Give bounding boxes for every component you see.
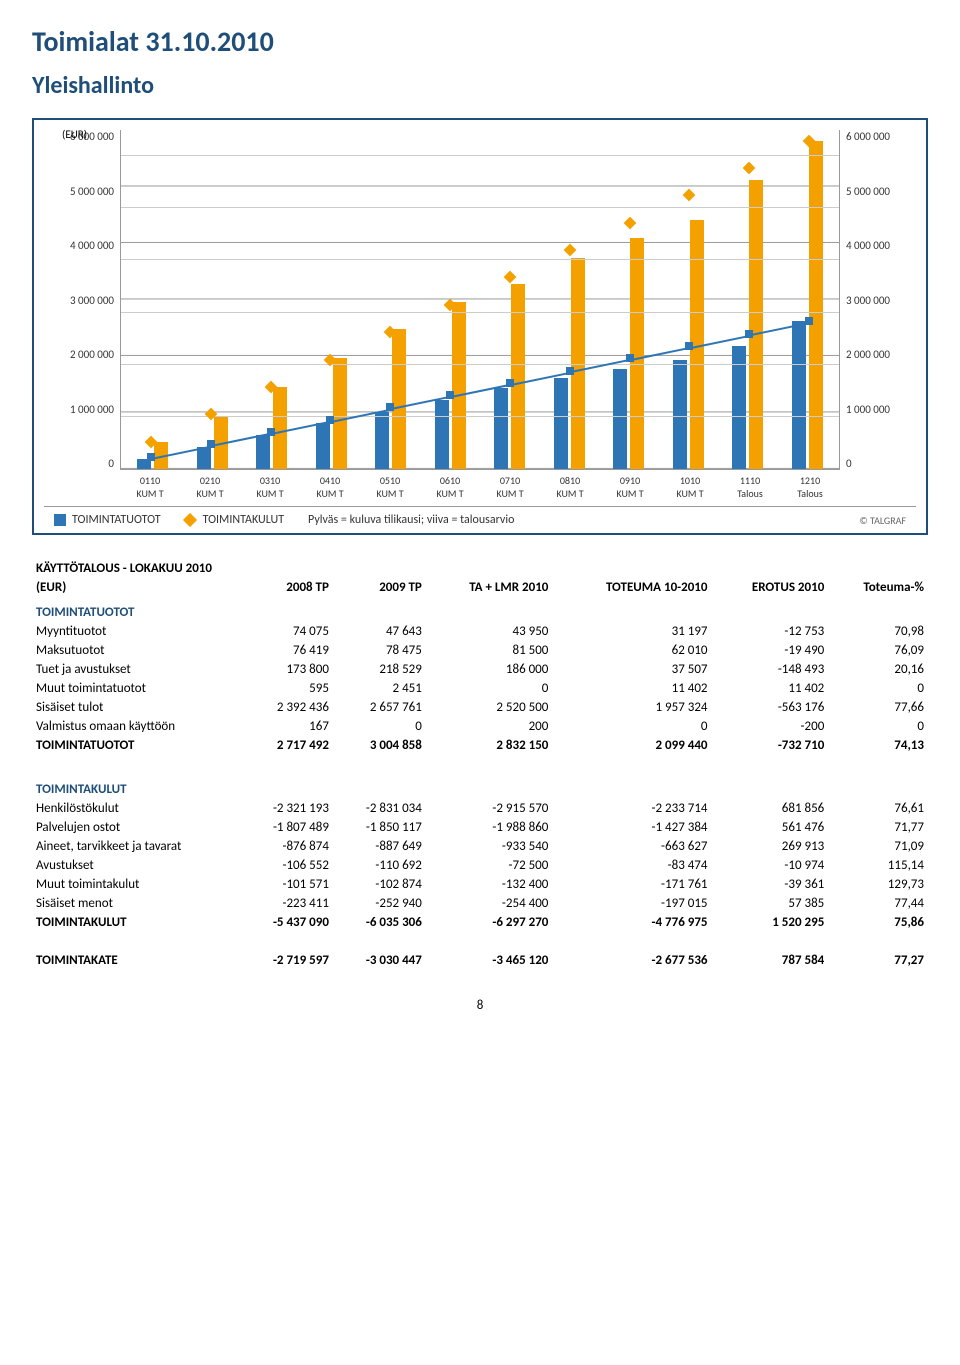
chart-bars	[121, 130, 839, 469]
x-label: 1010KUM T	[660, 474, 720, 500]
legend-blue-label: TOIMINTATUOTOT	[72, 513, 161, 527]
y-axis-left: 6 000 0005 000 0004 000 0003 000 0002 00…	[44, 130, 120, 470]
legend-orange-label: TOIMINTAKULUT	[203, 513, 284, 527]
x-label: 1110Talous	[720, 474, 780, 500]
bar-blue	[554, 378, 568, 469]
bar-group	[718, 130, 778, 469]
bar-blue	[792, 321, 806, 469]
table-row: Muut toimintatuotot5952 451011 40211 402…	[32, 679, 928, 698]
table-header-row: (EUR)2008 TP2009 TPTA + LMR 2010TOTEUMA …	[32, 578, 928, 597]
chart-plot	[120, 130, 840, 470]
x-label: 0610KUM T	[420, 474, 480, 500]
x-label: 0310KUM T	[240, 474, 300, 500]
page-subtitle: Yleishallinto	[32, 71, 928, 100]
table-row: Sisäiset menot-223 411-252 940-254 400-1…	[32, 894, 928, 913]
bar-blue	[435, 400, 449, 469]
page-number: 8	[32, 998, 928, 1013]
table-row: Palvelujen ostot-1 807 489-1 850 117-1 9…	[32, 818, 928, 837]
bar-blue	[673, 360, 687, 469]
bar-group	[778, 130, 838, 469]
marker-blue	[805, 317, 813, 325]
table-row: Henkilöstökulut-2 321 193-2 831 034-2 91…	[32, 799, 928, 818]
legend-item-blue: TOIMINTATUOTOT	[54, 513, 161, 527]
bar-orange	[749, 180, 763, 469]
bar-blue	[613, 369, 627, 469]
bar-orange	[273, 387, 287, 469]
section-header: TOIMINTATUOTOT	[32, 597, 928, 622]
y-axis-right: 6 000 0005 000 0004 000 0003 000 0002 00…	[840, 130, 916, 470]
table-row: Muut toimintakulut-101 571-102 874-132 4…	[32, 875, 928, 894]
bar-group	[480, 130, 540, 469]
x-label: 0810KUM T	[540, 474, 600, 500]
chart-area: (EUR) 6 000 0005 000 0004 000 0003 000 0…	[44, 130, 916, 470]
table-row: Avustukset-106 552-110 692-72 500-83 474…	[32, 856, 928, 875]
table-row: Myyntituotot74 07547 64343 95031 197-12 …	[32, 622, 928, 641]
x-axis-labels: 0110KUM T0210KUM T0310KUM T0410KUM T0510…	[44, 470, 916, 500]
bar-blue	[256, 435, 270, 469]
x-label: 0410KUM T	[300, 474, 360, 500]
table-row: TOIMINTAKATE-2 719 597-3 030 447-3 465 1…	[32, 951, 928, 970]
legend-note: Pylväs = kuluva tilikausi; viiva = talou…	[308, 513, 514, 527]
bar-group	[361, 130, 421, 469]
x-label: 1210Talous	[780, 474, 840, 500]
table-row: Valmistus omaan käyttöön16702000-2000	[32, 717, 928, 736]
x-label: 0110KUM T	[120, 474, 180, 500]
bar-group	[123, 130, 183, 469]
table-row: Sisäiset tulot2 392 4362 657 7612 520 50…	[32, 698, 928, 717]
data-table: KÄYTTÖTALOUS - LOKAKUU 2010(EUR)2008 TP2…	[32, 559, 928, 970]
y-label-left: (EUR)	[62, 128, 87, 141]
legend-item-orange: TOIMINTAKULUT	[185, 513, 284, 527]
table-row: Aineet, tarvikkeet ja tavarat-876 874-88…	[32, 837, 928, 856]
table-row: TOIMINTATUOTOT2 717 4923 004 8582 832 15…	[32, 736, 928, 755]
chart-copyright: © TALGRAF	[859, 514, 906, 527]
x-label: 0710KUM T	[480, 474, 540, 500]
bar-orange	[452, 302, 466, 469]
chart-container: (EUR) 6 000 0005 000 0004 000 0003 000 0…	[32, 118, 928, 535]
bar-blue	[316, 423, 330, 469]
x-label: 0910KUM T	[600, 474, 660, 500]
bar-blue	[732, 346, 746, 469]
page-title: Toimialat 31.10.2010	[32, 24, 928, 59]
bar-orange	[809, 141, 823, 469]
table-row: Tuet ja avustukset173 800218 529186 0003…	[32, 660, 928, 679]
x-label: 0510KUM T	[360, 474, 420, 500]
bar-orange	[392, 329, 406, 469]
square-icon	[54, 514, 66, 526]
bar-group	[659, 130, 719, 469]
diamond-icon	[183, 513, 197, 527]
bar-group	[242, 130, 302, 469]
chart-legend: TOIMINTATUOTOT TOIMINTAKULUT Pylväs = ku…	[44, 506, 916, 529]
section-header: TOIMINTAKULUT	[32, 774, 928, 799]
x-label: 0210KUM T	[180, 474, 240, 500]
bar-blue	[375, 412, 389, 469]
bar-orange	[333, 358, 347, 469]
table-row: TOIMINTAKULUT-5 437 090-6 035 306-6 297 …	[32, 913, 928, 932]
bar-group	[599, 130, 659, 469]
table-row: Maksutuotot76 41978 47581 50062 010-19 4…	[32, 641, 928, 660]
table-header-row: KÄYTTÖTALOUS - LOKAKUU 2010	[32, 559, 928, 578]
bar-group	[540, 130, 600, 469]
bar-blue	[494, 388, 508, 469]
